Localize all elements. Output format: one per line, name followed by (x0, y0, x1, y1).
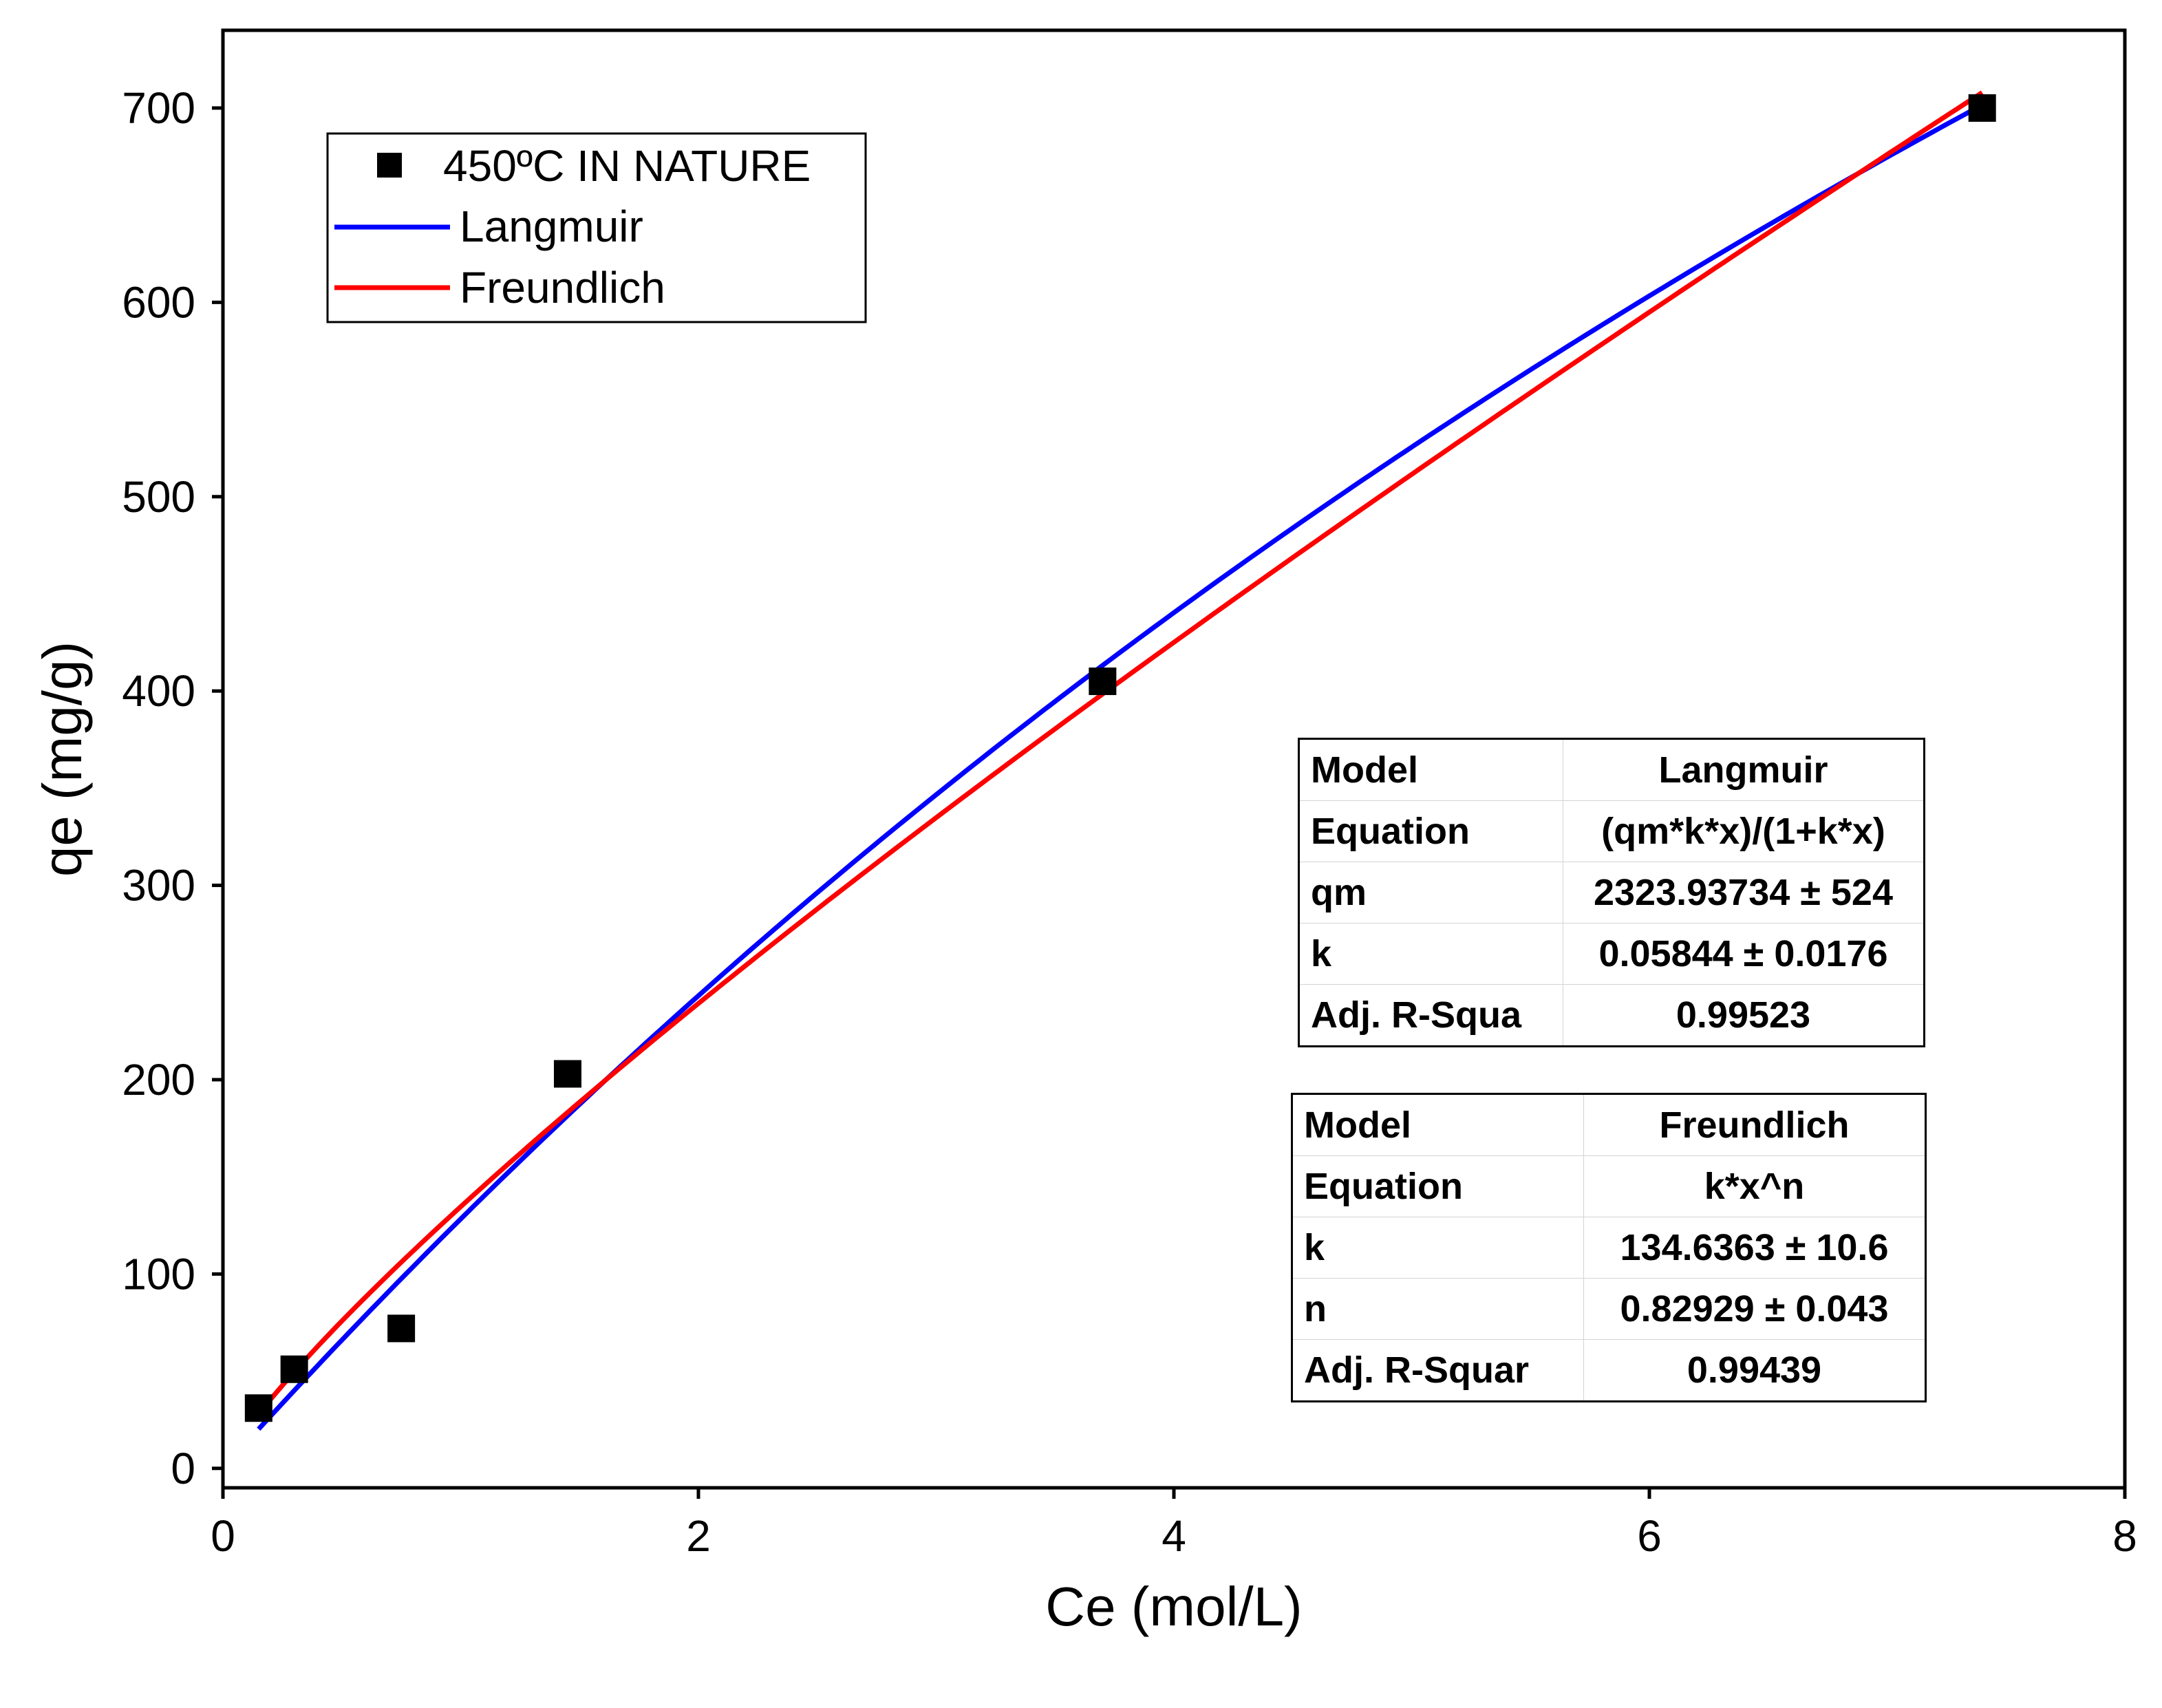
table-value: Langmuir (1563, 738, 1925, 801)
data-point (280, 1355, 308, 1383)
table-row: Model Langmuir (1298, 738, 1925, 801)
table-key: k (1292, 1217, 1584, 1279)
fit-curves (257, 90, 1984, 1431)
y-tick-label: 700 (122, 83, 195, 133)
table-key: k (1298, 923, 1563, 985)
table-row: Adj. R-Squar 0.99439 (1292, 1339, 1926, 1402)
data-point (1968, 94, 1996, 122)
table-value: Freundlich (1583, 1093, 1926, 1156)
fit-line-langmuir (257, 103, 1984, 1431)
data-point (553, 1060, 581, 1088)
table-row: n 0.82929 ± 0.043 (1292, 1278, 1926, 1340)
table-value: 0.99439 (1583, 1339, 1926, 1402)
table-row: qm 2323.93734 ± 524 (1298, 862, 1925, 924)
legend-marker-square (377, 153, 402, 178)
fit-line-freundlich (257, 90, 1984, 1416)
table-key: n (1292, 1278, 1584, 1340)
x-axis-title: Ce (mol/L) (1045, 1576, 1302, 1637)
x-tick-label: 2 (686, 1511, 711, 1561)
table-value: 2323.93734 ± 524 (1563, 862, 1925, 924)
legend: 450ºC IN NATURE Langmuir Freundlich (326, 132, 867, 323)
table-key: Equation (1292, 1155, 1584, 1217)
table-key: Equation (1298, 800, 1563, 862)
y-tick-label: 400 (122, 666, 195, 716)
table-row: Model Freundlich (1292, 1093, 1926, 1156)
y-tick-label: 200 (122, 1055, 195, 1104)
data-points (244, 94, 1996, 1422)
table-value: (qm*k*x)/(1+k*x) (1563, 800, 1925, 862)
legend-label-data: 450ºC IN NATURE (443, 141, 811, 191)
x-tick-label: 0 (211, 1511, 235, 1561)
x-tick-label: 6 (1637, 1511, 1662, 1561)
table-row: k 134.6363 ± 10.6 (1292, 1217, 1926, 1279)
table-value: 0.99523 (1563, 984, 1925, 1047)
y-tick-label: 0 (171, 1444, 195, 1493)
legend-label-langmuir: Langmuir (460, 202, 643, 251)
y-tick-label: 500 (122, 472, 195, 522)
table-value: 0.05844 ± 0.0176 (1563, 923, 1925, 985)
table-row: Adj. R-Squa 0.99523 (1298, 984, 1925, 1047)
data-point (244, 1394, 272, 1422)
x-tick-label: 4 (1162, 1511, 1186, 1561)
table-key: Model (1292, 1093, 1584, 1156)
table-value: 0.82929 ± 0.043 (1583, 1278, 1926, 1340)
table-key: qm (1298, 862, 1563, 924)
y-tick-label: 300 (122, 861, 195, 910)
table-row: Equation k*x^n (1292, 1155, 1926, 1217)
x-axis-ticks: 0 2 4 6 8 (211, 1488, 2137, 1561)
y-axis-title: qe (mg/g) (32, 641, 93, 877)
x-tick-label: 8 (2112, 1511, 2137, 1561)
data-point (387, 1314, 416, 1343)
data-point (1089, 668, 1117, 696)
legend-label-freundlich: Freundlich (460, 263, 665, 312)
langmuir-fit-table: Model Langmuir Equation (qm*k*x)/(1+k*x)… (1298, 738, 1925, 1047)
table-key: Adj. R-Squa (1298, 984, 1563, 1047)
table-key: Adj. R-Squar (1292, 1339, 1584, 1402)
table-row: k 0.05844 ± 0.0176 (1298, 923, 1925, 985)
y-axis-ticks: 0 100 200 300 400 500 600 700 (122, 83, 223, 1493)
y-tick-label: 600 (122, 277, 195, 327)
table-row: Equation (qm*k*x)/(1+k*x) (1298, 800, 1925, 862)
freundlich-fit-table: Model Freundlich Equation k*x^n k 134.63… (1291, 1093, 1927, 1402)
y-tick-label: 100 (122, 1249, 195, 1299)
table-value: 134.6363 ± 10.6 (1583, 1217, 1926, 1279)
table-key: Model (1298, 738, 1563, 801)
table-value: k*x^n (1583, 1155, 1926, 1217)
